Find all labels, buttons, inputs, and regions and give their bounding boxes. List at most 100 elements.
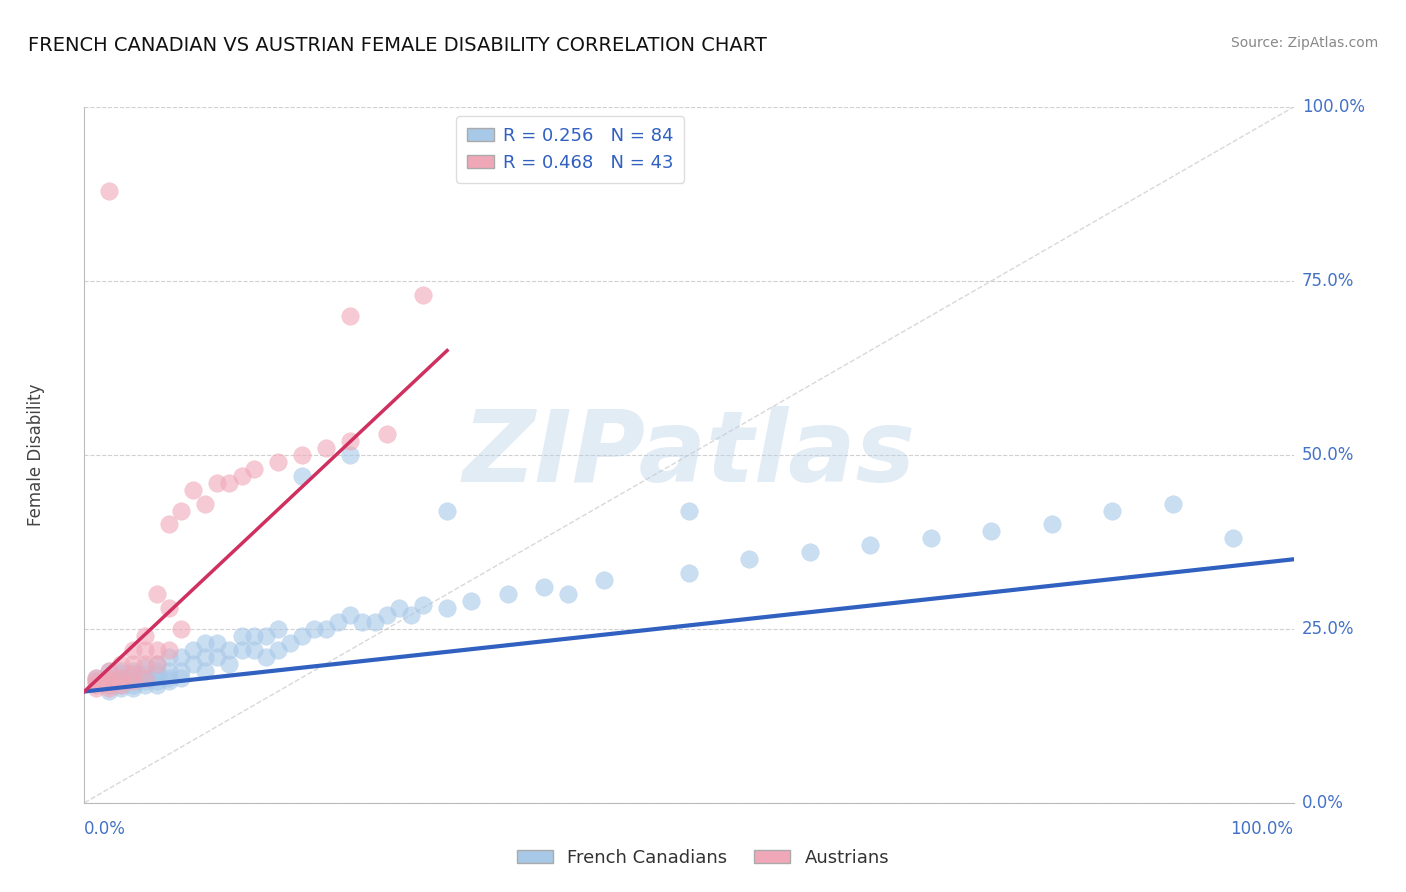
Point [267, 455, 290, 469]
Point [97, 674, 120, 689]
Point [121, 674, 143, 689]
Point [121, 681, 143, 695]
Point [557, 587, 579, 601]
Point [121, 667, 143, 681]
Text: 0.0%: 0.0% [84, 821, 127, 838]
Point [278, 636, 301, 650]
Point [86, 671, 108, 685]
Point [496, 587, 519, 601]
Point [339, 434, 361, 448]
Text: 100.0%: 100.0% [1230, 821, 1294, 838]
Point [110, 667, 132, 681]
Point [97, 681, 120, 695]
Point [110, 677, 132, 691]
Point [181, 642, 204, 657]
Point [110, 671, 132, 685]
Point [218, 642, 240, 657]
Point [86, 677, 108, 691]
Point [254, 649, 277, 664]
Point [146, 667, 169, 681]
Point [170, 664, 193, 678]
Point [97, 674, 120, 689]
Point [157, 671, 180, 685]
Point [267, 642, 290, 657]
Point [859, 538, 882, 552]
Point [231, 629, 253, 643]
Point [1040, 517, 1063, 532]
Point [315, 622, 337, 636]
Point [121, 642, 143, 657]
Point [291, 448, 314, 462]
Point [181, 657, 204, 671]
Point [157, 674, 180, 689]
Point [436, 601, 458, 615]
Point [218, 657, 240, 671]
Point [86, 674, 108, 689]
Point [121, 667, 143, 681]
Point [170, 503, 193, 517]
Point [328, 615, 350, 629]
Point [146, 677, 169, 691]
Point [134, 674, 156, 689]
Point [218, 475, 240, 490]
Point [920, 532, 942, 546]
Point [267, 622, 290, 636]
Point [134, 667, 156, 681]
Point [315, 441, 337, 455]
Point [170, 649, 193, 664]
Point [97, 184, 120, 198]
Point [134, 677, 156, 691]
Point [110, 657, 132, 671]
Text: 75.0%: 75.0% [1302, 272, 1354, 290]
Legend: R = 0.256   N = 84, R = 0.468   N = 43: R = 0.256 N = 84, R = 0.468 N = 43 [456, 116, 685, 183]
Point [121, 677, 143, 691]
Point [388, 601, 411, 615]
Text: FRENCH CANADIAN VS AUSTRIAN FEMALE DISABILITY CORRELATION CHART: FRENCH CANADIAN VS AUSTRIAN FEMALE DISAB… [28, 36, 768, 54]
Point [339, 448, 361, 462]
Point [134, 660, 156, 674]
Point [194, 497, 217, 511]
Point [339, 607, 361, 622]
Point [1222, 532, 1244, 546]
Text: ZIPatlas: ZIPatlas [463, 407, 915, 503]
Point [980, 524, 1002, 539]
Point [110, 671, 132, 685]
Point [231, 468, 253, 483]
Point [110, 674, 132, 689]
Point [97, 664, 120, 678]
Point [97, 671, 120, 685]
Point [121, 664, 143, 678]
Point [110, 664, 132, 678]
Point [302, 622, 325, 636]
Point [207, 649, 229, 664]
Point [207, 475, 229, 490]
Point [291, 468, 314, 483]
Point [97, 671, 120, 685]
Text: 50.0%: 50.0% [1302, 446, 1354, 464]
Point [375, 427, 398, 442]
Point [194, 636, 217, 650]
Point [97, 664, 120, 678]
Point [1101, 503, 1123, 517]
Point [110, 674, 132, 689]
Point [86, 681, 108, 695]
Point [1161, 497, 1184, 511]
Point [181, 483, 204, 497]
Point [412, 598, 434, 612]
Point [97, 677, 120, 691]
Point [242, 462, 264, 476]
Point [412, 288, 434, 302]
Point [593, 573, 616, 587]
Text: 25.0%: 25.0% [1302, 620, 1354, 638]
Point [157, 664, 180, 678]
Point [121, 671, 143, 685]
Point [231, 642, 253, 657]
Point [86, 671, 108, 685]
Point [134, 671, 156, 685]
Point [146, 587, 169, 601]
Point [157, 517, 180, 532]
Point [97, 677, 120, 691]
Point [134, 657, 156, 671]
Point [134, 642, 156, 657]
Point [146, 657, 169, 671]
